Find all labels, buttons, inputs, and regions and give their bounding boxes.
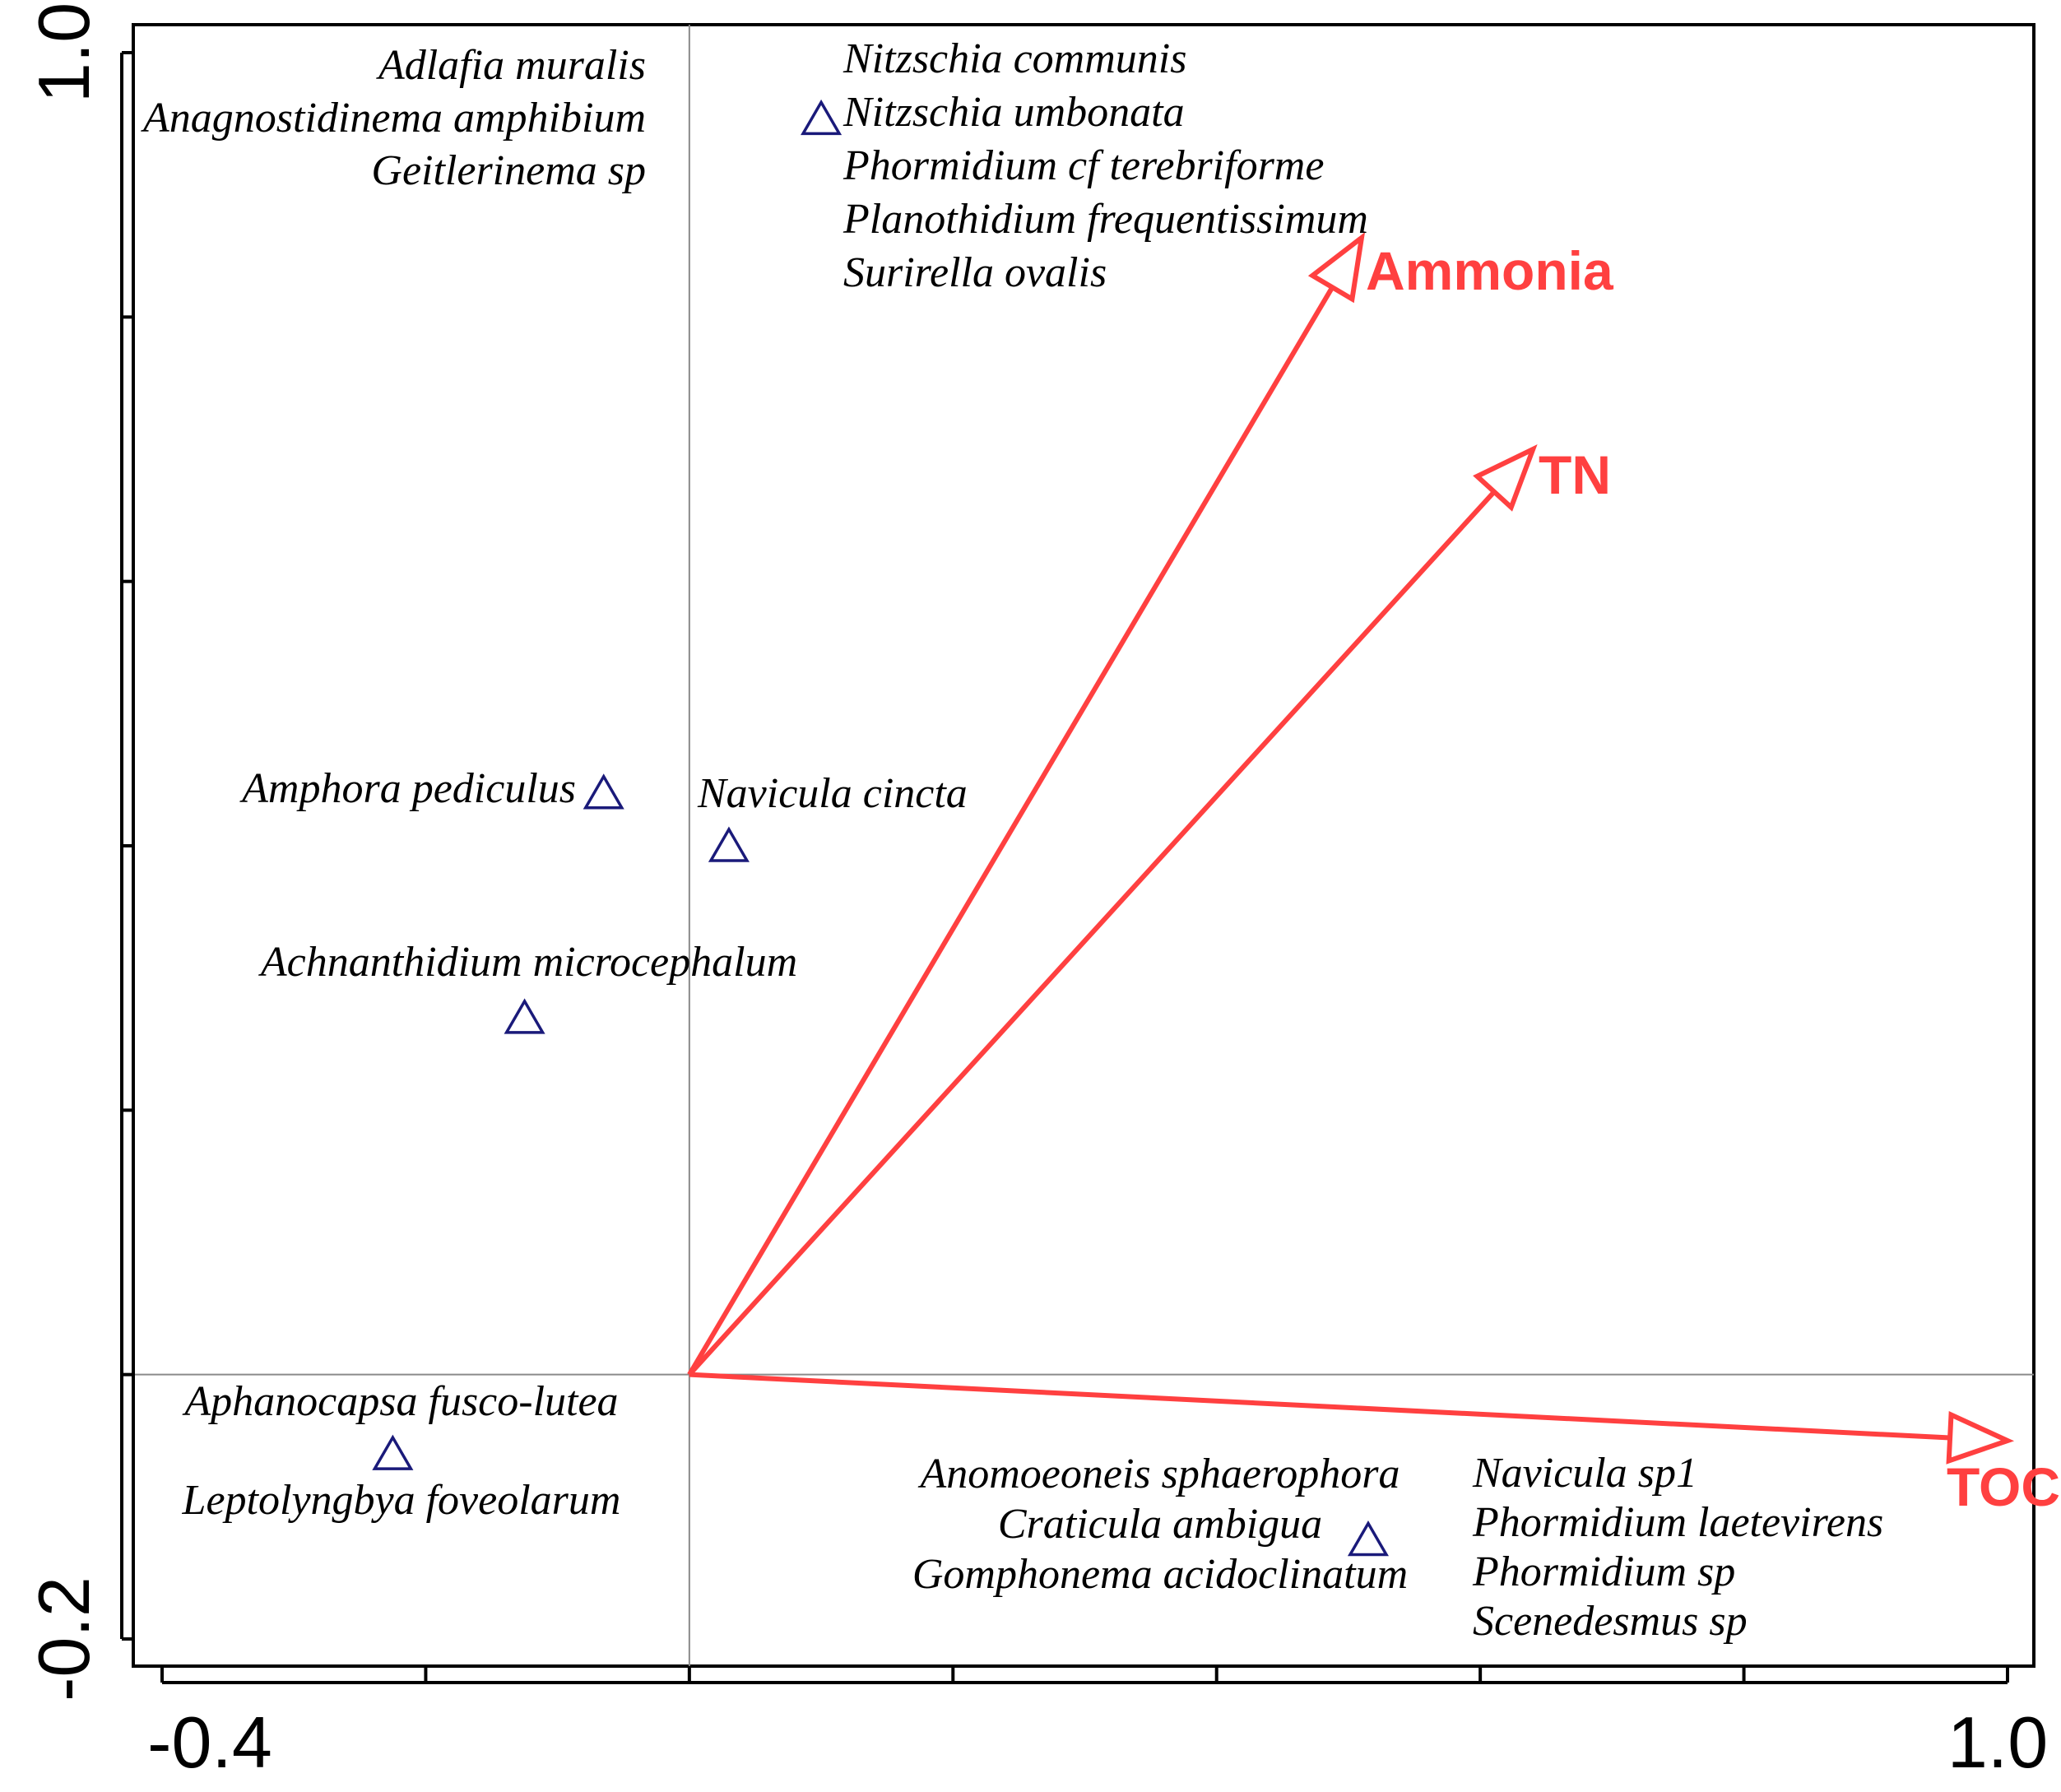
species-label: Planothidium frequentissimum: [843, 196, 1368, 243]
species-label: Nitzschia umbonata: [843, 89, 1185, 136]
vector-label-tn: TN: [1539, 444, 1611, 505]
y-tick-label-top: 1.0: [23, 2, 104, 103]
vector-line-ammonia: [687, 286, 1335, 1376]
species-labels: Nitzschia communis Nitzschia umbonata Phor…: [141, 35, 1883, 1645]
species-label: Aphanocapsa fusco-lutea: [182, 1378, 618, 1425]
species-label: Adlafia muralis: [376, 42, 646, 89]
species-label: Leptolyngbya foveolarum: [182, 1477, 621, 1524]
species-label: Scenedesmus sp: [1473, 1598, 1748, 1645]
species-label: Gomphonema acidoclinatum: [912, 1551, 1408, 1598]
vector-head-ammonia: [1307, 231, 1366, 304]
species-point: [801, 99, 843, 136]
species-label: Achnanthidium microcephalum: [258, 939, 797, 986]
species-label: Surirella ovalis: [843, 249, 1107, 296]
vector-head-toc: [1946, 1410, 2015, 1465]
species-label: Amphora pediculus: [239, 765, 576, 812]
vector-label-toc: TOC: [1947, 1456, 2060, 1517]
species-label: Anomoeoneis sphaerophora: [917, 1451, 1400, 1497]
species-label: Nitzschia communis: [843, 35, 1186, 82]
x-axis: -0.4 1.0: [147, 1668, 2048, 1783]
species-label: Phormidium sp: [1472, 1548, 1735, 1595]
vector-line-toc: [689, 1372, 1951, 1441]
species-points: [372, 99, 1389, 1557]
species-point: [504, 998, 545, 1034]
species-point: [372, 1434, 414, 1470]
vector-line-tn: [687, 490, 1497, 1376]
species-label: Anagnostidinema amphibium: [141, 95, 646, 142]
vector-label-ammonia: Ammonia: [1366, 240, 1614, 301]
species-label: Phormidium cf terebriforme: [843, 142, 1324, 189]
vector-head-tn: [1473, 444, 1538, 512]
x-tick-label-right: 1.0: [1947, 1701, 2048, 1783]
species-label: Navicula cincta: [697, 770, 968, 817]
species-label: Navicula sp1: [1472, 1450, 1697, 1497]
species-point: [1347, 1520, 1389, 1557]
x-tick-label-left: -0.4: [147, 1701, 272, 1783]
env-vectors: Ammonia TN TOC: [687, 231, 2060, 1517]
y-axis: 1.0 -0.2: [23, 2, 135, 1701]
y-tick-label-bottom: -0.2: [23, 1576, 104, 1701]
species-point: [708, 826, 750, 862]
species-point: [583, 773, 624, 810]
species-label: Phormidium laetevirens: [1472, 1499, 1883, 1546]
species-label: Craticula ambigua: [998, 1501, 1322, 1548]
species-label: Geitlerinema sp: [371, 147, 646, 194]
